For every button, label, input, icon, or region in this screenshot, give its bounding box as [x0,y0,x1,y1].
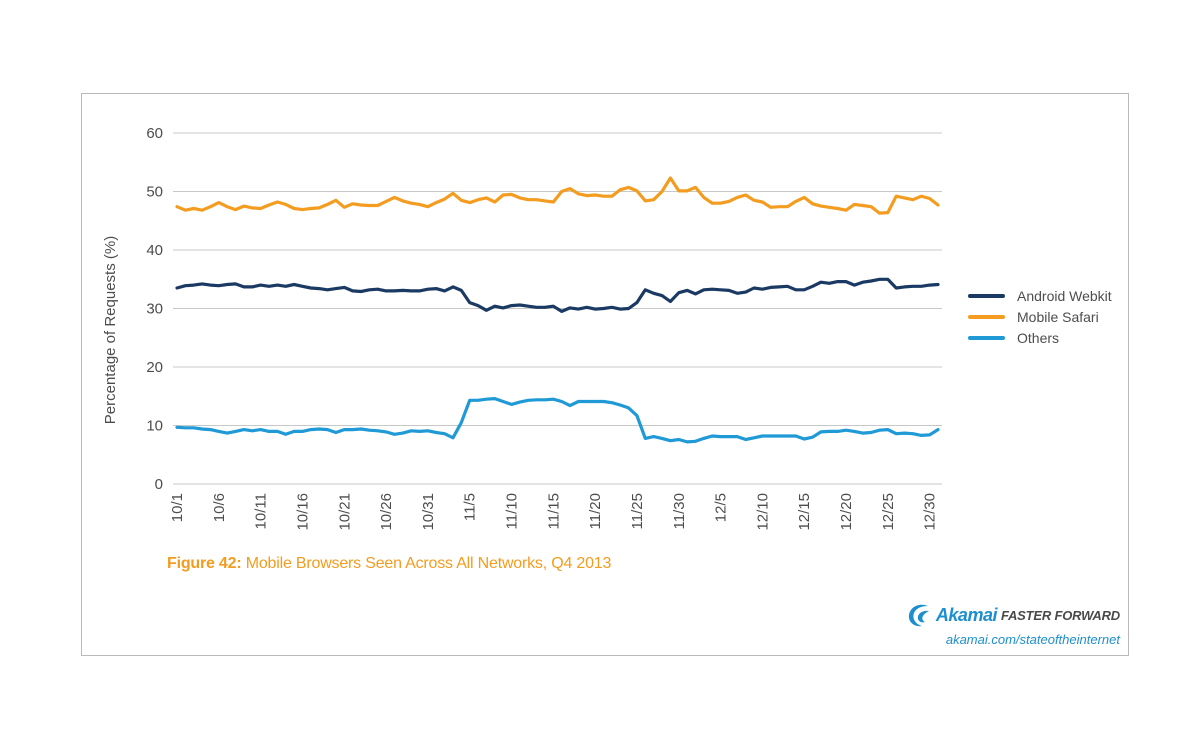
brand-url[interactable]: akamai.com/stateoftheinternet [945,632,1120,647]
x-tick-label: 11/5 [462,493,479,521]
series-line-android-webkit [175,277,940,313]
gridlines [173,132,942,485]
y-tick-label: 20 [146,359,163,376]
y-tick-label: 0 [155,476,163,493]
legend: Android Webkit Mobile Safari Others [968,288,1112,346]
figure-title: Mobile Browsers Seen Across All Networks… [245,555,612,572]
y-axis-label: Percentage of Requests (%) [102,236,119,424]
x-tick-label: 11/30 [671,493,688,529]
x-tick-label: 12/10 [754,493,771,531]
x-tick-label: 12/15 [796,493,813,531]
akamai-branding: Akamai FASTER FORWARD akamai.com/stateof… [860,594,1120,654]
y-tick-label: 10 [146,418,163,435]
x-tick-label: 10/11 [253,493,270,529]
series-line-others [175,397,940,444]
figure-number: Figure 42: [167,555,242,572]
figure-caption: Figure 42: Mobile Browsers Seen Across A… [167,555,611,573]
y-axis-ticks: 0 10 20 30 40 50 60 [146,125,163,493]
x-tick-label: 12/5 [713,493,730,522]
series-line-mobile-safari [175,176,940,215]
x-tick-label: 12/25 [880,493,897,531]
brand-name: Akamai [935,604,998,625]
x-tick-label: 10/16 [294,493,311,531]
y-tick-label: 40 [146,242,163,259]
brand-tagline: FASTER FORWARD [1000,607,1120,623]
x-tick-label: 10/31 [420,493,437,531]
legend-label: Mobile Safari [1017,309,1099,325]
akamai-logo-icon [908,604,929,627]
x-axis-ticks: 10/1 10/6 10/11 10/16 10/21 10/26 10/31 11/5 11/… [169,493,939,531]
x-tick-label: 11/15 [545,493,562,529]
legend-label: Others [1017,330,1059,346]
x-tick-label: 11/10 [504,493,521,529]
legend-label: Android Webkit [1017,288,1112,304]
x-tick-label: 10/21 [336,493,353,531]
figure-frame [81,93,1129,656]
y-tick-label: 30 [146,301,163,318]
x-tick-label: 10/26 [378,493,395,531]
x-tick-label: 10/6 [211,493,228,522]
x-tick-label: 12/20 [838,493,855,531]
y-tick-label: 60 [146,125,163,142]
x-tick-label: 11/20 [587,493,604,529]
y-tick-label: 50 [146,184,163,201]
x-tick-label: 10/1 [169,493,186,522]
x-tick-label: 11/25 [629,493,646,529]
series-lines [175,176,940,444]
x-tick-label: 12/30 [922,493,939,531]
